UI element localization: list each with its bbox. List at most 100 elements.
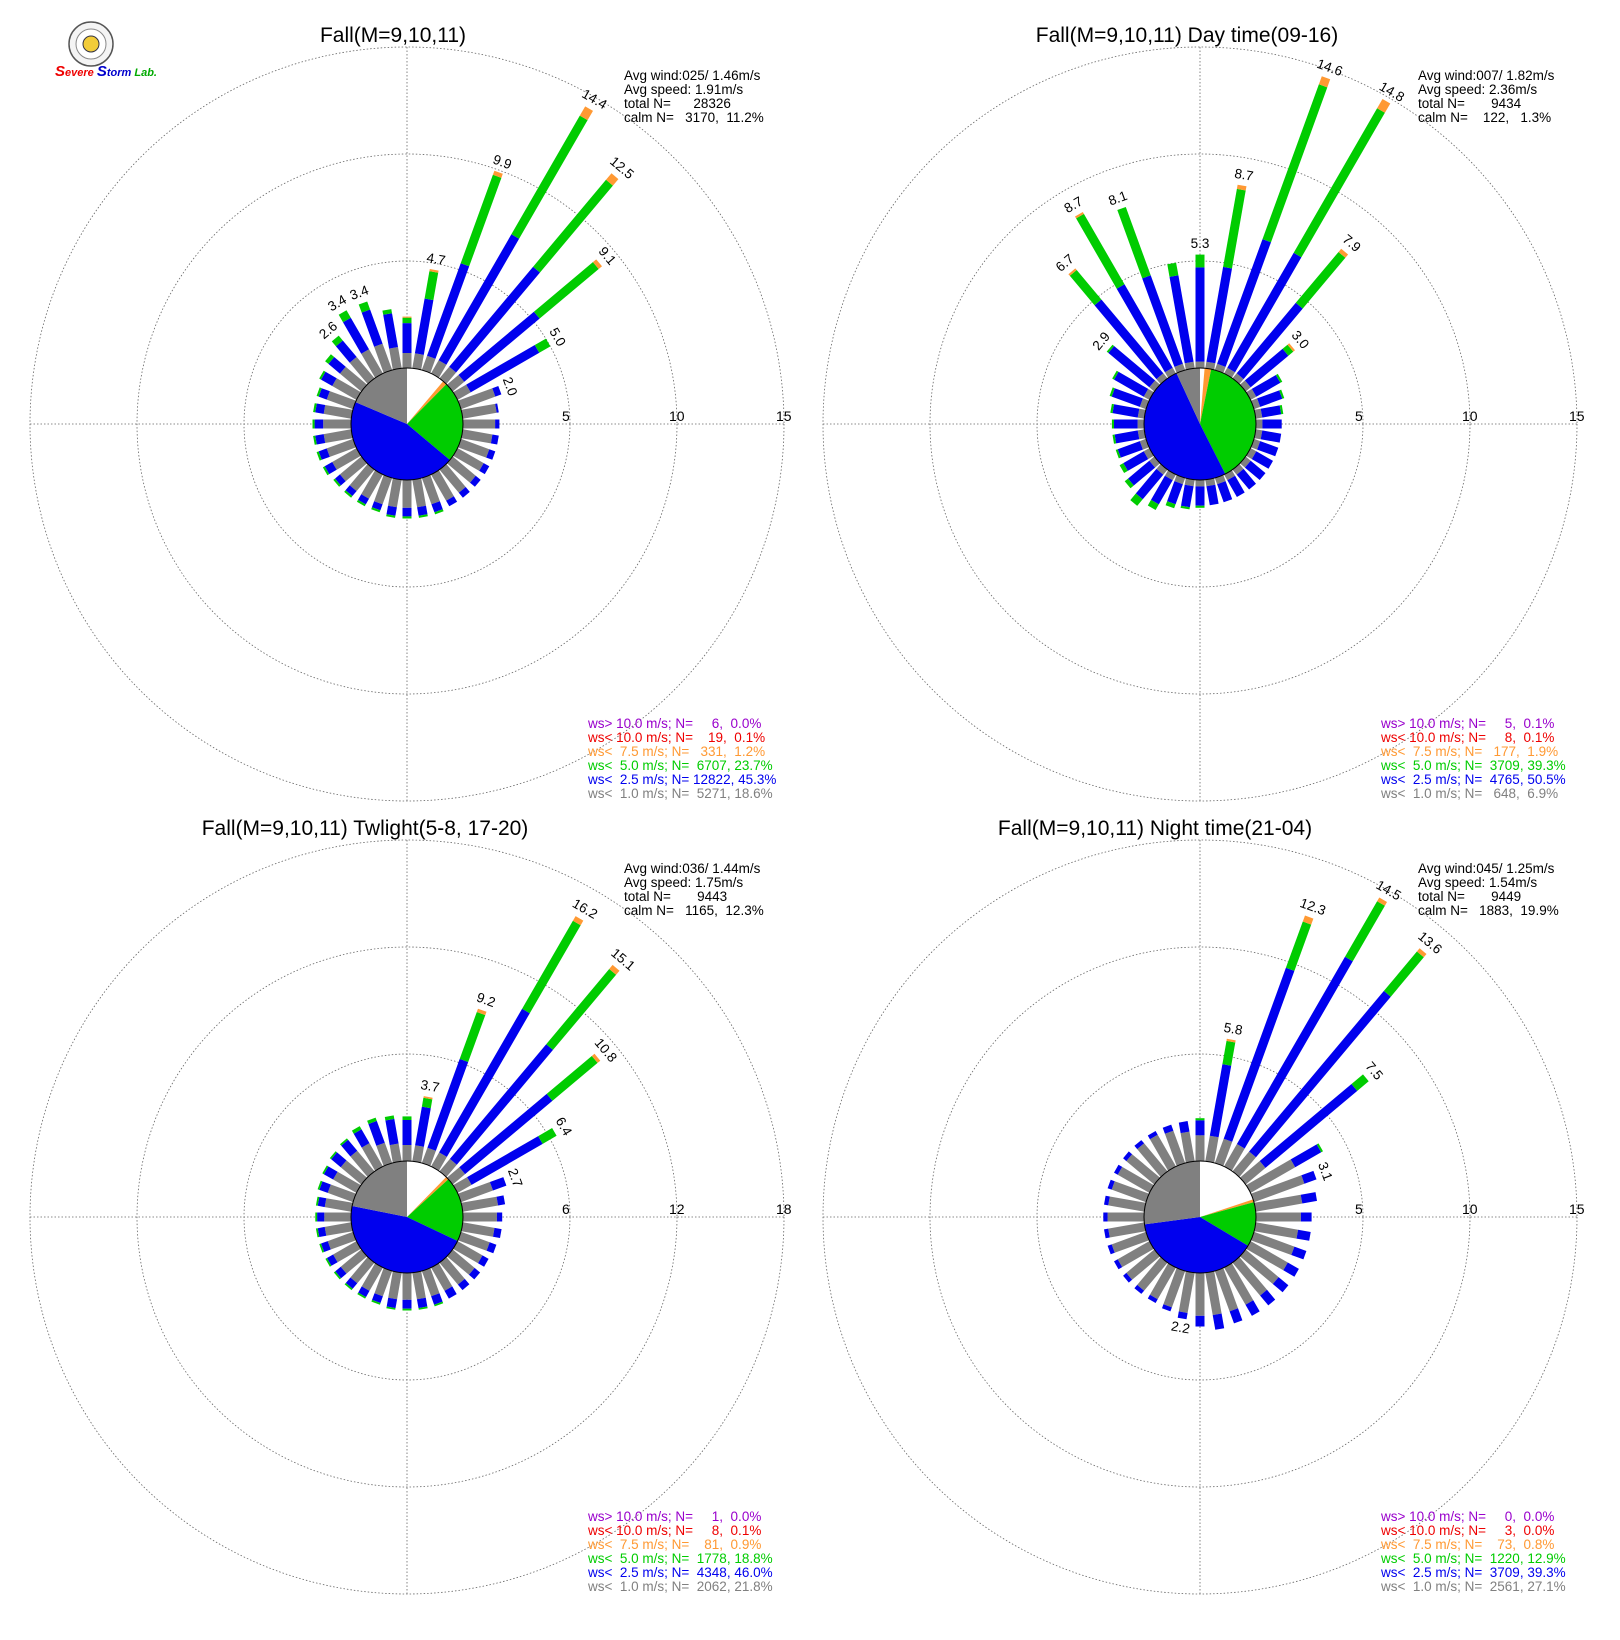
bar-segment-green <box>357 1292 366 1299</box>
bar-segment-blue <box>1244 460 1266 480</box>
bar-segment-gray <box>332 378 361 400</box>
direction-bar <box>458 386 502 410</box>
bar-segment-blue <box>466 345 540 393</box>
bar-segment-blue <box>1300 1212 1312 1222</box>
bar-segment-green <box>1112 434 1117 444</box>
direction-bar <box>1112 370 1154 400</box>
direction-bar <box>367 1117 393 1166</box>
bar-segment-green <box>402 1308 412 1311</box>
direction-bar <box>1224 897 1387 1171</box>
bar-segment-blue <box>431 501 443 513</box>
direction-bar <box>1205 1271 1225 1330</box>
bar-segment-green <box>1279 389 1285 399</box>
severe-storm-lab-logo: Severe Storm Lab. <box>55 21 157 80</box>
bar-segment-blue <box>345 485 357 496</box>
bar-segment-blue <box>478 1255 489 1267</box>
direction-bar <box>453 448 490 475</box>
bar-segment-blue <box>335 340 357 363</box>
grid-ring <box>929 153 1471 695</box>
bar-segment-green <box>325 1258 332 1267</box>
bar-segment-orange <box>1377 897 1387 906</box>
bar-segment-blue <box>1229 1308 1243 1324</box>
pie-slice-orange <box>1200 368 1212 424</box>
direction-bar <box>458 438 496 460</box>
bar-segment-blue <box>458 311 540 382</box>
bar-segment-blue <box>345 1277 358 1289</box>
bar-segment-blue <box>371 501 383 511</box>
direction-bar <box>1205 478 1219 506</box>
bar-segment-gray <box>458 1182 493 1203</box>
bar-segment-gray <box>453 384 471 400</box>
bar-segment-orange <box>1302 915 1314 925</box>
bar-segment-blue <box>414 298 434 355</box>
bar-segment-gray <box>340 1160 367 1185</box>
bar-segment-gray <box>1240 456 1251 468</box>
bar-segment-blue <box>1257 390 1283 407</box>
bar-segment-green <box>1223 188 1246 269</box>
bar-segment-gray <box>388 478 402 508</box>
bar-segment-gray <box>1224 1263 1254 1305</box>
bar-segment-blue <box>1104 1228 1110 1239</box>
bar-segment-blue <box>1103 1212 1108 1222</box>
direction-bar <box>1224 470 1245 497</box>
total-n-text: total N= 28326 <box>624 96 731 111</box>
bar-segment-blue <box>402 1120 412 1145</box>
direction-bar <box>313 429 353 445</box>
bar-segment-gray <box>1137 429 1146 440</box>
bar-segment-blue <box>1217 481 1233 503</box>
wind-rose-panel: 5.38.714.614.87.93.02.96.78.7 8.1 Fall(M=… <box>822 24 1585 802</box>
bar-segment-gray <box>324 1212 351 1222</box>
bar-segment-blue <box>470 475 481 487</box>
bar-segment-blue <box>486 449 496 460</box>
bar-segment-blue <box>1251 375 1281 397</box>
bar-segment-blue <box>459 1093 553 1175</box>
direction-bar <box>1232 248 1349 384</box>
direction-bar <box>412 478 428 518</box>
wind-info: Avg wind:045/ 1.25m/s Avg speed: 1.54m/s… <box>1418 861 1559 918</box>
bar-segment-blue <box>457 1278 470 1291</box>
bar-segment-green <box>315 1212 318 1222</box>
bar-segment-gray <box>453 448 484 471</box>
bar-segment-blue <box>1116 284 1173 373</box>
bar-segment-green <box>459 1012 486 1062</box>
bar-segment-gray <box>1240 1249 1279 1284</box>
bar-segment-gray <box>324 1198 353 1212</box>
bar-segment-green <box>418 514 428 518</box>
bar-segment-gray <box>439 1158 457 1177</box>
direction-bar <box>1240 456 1266 480</box>
bar-segment-blue <box>1195 267 1205 362</box>
legend-entry: ws> 10.0 m/s; N= 6, 0.0% <box>587 716 761 731</box>
bar-segment-blue <box>324 462 337 475</box>
bar-segment-gray <box>1246 1159 1296 1193</box>
direction-bar <box>351 1126 383 1171</box>
bar-segment-blue <box>1206 266 1232 364</box>
radius-tick-label: 6 <box>562 1201 570 1217</box>
bar-segment-blue <box>1112 404 1140 418</box>
bar-segment-blue <box>1300 1192 1317 1204</box>
wind-info: Avg wind:007/ 1.82m/s Avg speed: 2.36m/s… <box>1418 68 1555 125</box>
direction-bar <box>421 475 444 515</box>
bar-segment-orange <box>606 173 619 186</box>
bar-segment-blue <box>1260 430 1282 443</box>
bar-segment-gray <box>447 1167 466 1185</box>
bar-segment-gray <box>1126 1249 1160 1280</box>
bar-segment-green <box>434 509 444 515</box>
bar-total-label: 5.8 <box>1223 1020 1244 1038</box>
direction-bar <box>1106 344 1160 392</box>
bar-segment-blue <box>1107 1244 1115 1255</box>
direction-bar <box>421 170 503 373</box>
bar-segment-gray <box>1205 1271 1222 1316</box>
bar-segment-green <box>371 507 381 513</box>
direction-bar <box>371 1268 393 1305</box>
bar-segment-blue <box>1227 252 1302 373</box>
bar-segment-gray <box>1205 1135 1219 1163</box>
panel-title: Fall(M=9,10,11) Day time(09-16) <box>1036 24 1338 47</box>
bar-segment-blue <box>489 1177 507 1191</box>
bar-segment-blue <box>1167 481 1183 505</box>
direction-bar <box>358 301 393 373</box>
bar-segment-green <box>1383 951 1424 997</box>
direction-bar <box>439 464 470 498</box>
calm-speed-pie <box>1143 1160 1257 1274</box>
direction-bar <box>319 1231 356 1253</box>
total-n-text: total N= 9434 <box>1418 96 1522 111</box>
